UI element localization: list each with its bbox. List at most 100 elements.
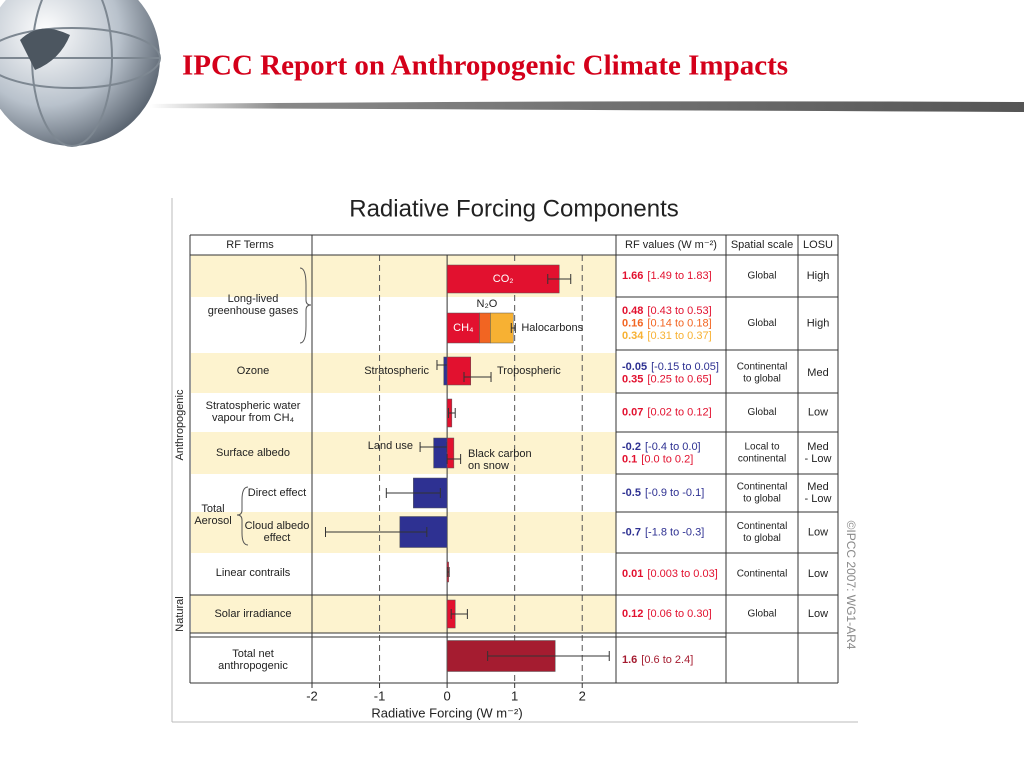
section-label: Natural bbox=[174, 596, 186, 631]
credit: ©IPCC 2007: WG1-AR4 bbox=[844, 521, 858, 650]
rf-value-range: [-0.15 to 0.05] bbox=[651, 361, 719, 373]
spatial-scale: to global bbox=[743, 533, 781, 544]
rf-value: 0.12 [0.06 to 0.30] bbox=[622, 608, 712, 620]
rf-value: -0.5 [-0.9 to -0.1] bbox=[622, 487, 704, 499]
losu: Low bbox=[808, 526, 828, 538]
error-bar bbox=[446, 454, 462, 464]
header: RF values (W m⁻²) bbox=[625, 239, 717, 251]
error-bar bbox=[487, 651, 610, 661]
bar-name: Land use bbox=[368, 440, 413, 452]
row-label: Solar irradiance bbox=[214, 608, 291, 620]
error-bar bbox=[463, 372, 492, 382]
spatial-scale: Global bbox=[748, 318, 777, 329]
rf-value: 0.07 [0.02 to 0.12] bbox=[622, 406, 712, 418]
bar-name: Stratospheric bbox=[364, 365, 429, 377]
rf-value: -0.05 [-0.15 to 0.05] bbox=[622, 361, 719, 373]
rf-value-number: -0.5 bbox=[622, 487, 641, 499]
spatial-scale: Continental bbox=[737, 482, 788, 493]
rf-value-number: 0.1 bbox=[622, 453, 637, 465]
bar bbox=[446, 437, 455, 469]
rf-value-number: 0.34 bbox=[622, 330, 644, 342]
error-bar bbox=[450, 609, 468, 619]
losu: Low bbox=[808, 406, 828, 418]
row-label: Ozone bbox=[237, 365, 269, 377]
bracket bbox=[236, 486, 249, 546]
row-label: Surface albedo bbox=[216, 447, 290, 459]
losu: Med bbox=[807, 441, 828, 453]
spatial-scale: Local to bbox=[744, 442, 779, 453]
rf-value: 0.35 [0.25 to 0.65] bbox=[622, 373, 712, 385]
bar bbox=[433, 437, 448, 469]
x-tick-label: 1 bbox=[511, 688, 518, 703]
row-label: Direct effect bbox=[248, 487, 307, 499]
row-label: Long-lived bbox=[228, 293, 279, 305]
chart-title: Radiative Forcing Components bbox=[349, 195, 679, 222]
group-label: Aerosol bbox=[194, 515, 231, 527]
bar bbox=[490, 312, 514, 344]
rf-value-range: [0.31 to 0.37] bbox=[647, 330, 711, 342]
row-label: Cloud albedo bbox=[245, 520, 310, 532]
spatial-scale: Global bbox=[748, 271, 777, 282]
rf-value: 0.01 [0.003 to 0.03] bbox=[622, 568, 718, 580]
spatial-scale: to global bbox=[743, 494, 781, 505]
bar bbox=[446, 264, 560, 294]
rf-value: -0.7 [-1.8 to -0.3] bbox=[622, 526, 704, 538]
losu: High bbox=[807, 270, 830, 282]
section-label: Anthropogenic bbox=[174, 389, 186, 460]
bar bbox=[443, 356, 448, 386]
x-tick-label: 2 bbox=[579, 688, 586, 703]
rf-value: 0.1 [0.0 to 0.2] bbox=[622, 453, 693, 465]
losu: High bbox=[807, 317, 830, 329]
rf-value-number: 0.16 bbox=[622, 317, 643, 329]
error-bar bbox=[447, 408, 456, 418]
bar-name: Halocarbons bbox=[521, 322, 583, 334]
bar-name: Black carbon bbox=[468, 448, 532, 460]
rf-value-number: 0.48 bbox=[622, 305, 643, 317]
rf-value-range: [0.0 to 0.2] bbox=[641, 453, 693, 465]
rf-value-range: [0.14 to 0.18] bbox=[647, 317, 711, 329]
error-bar bbox=[446, 567, 450, 577]
rf-value-range: [0.43 to 0.53] bbox=[647, 305, 711, 317]
rf-value-number: 0.01 bbox=[622, 568, 643, 580]
losu: Low bbox=[808, 568, 828, 580]
rf-value: 0.16 [0.14 to 0.18] bbox=[622, 317, 712, 329]
rf-value-number: -0.7 bbox=[622, 526, 641, 538]
error-bar bbox=[325, 527, 428, 537]
bar-name: CH₄ bbox=[453, 322, 474, 334]
header: RF Terms bbox=[226, 239, 274, 251]
rf-value-number: 0.12 bbox=[622, 608, 643, 620]
spatial-scale: Global bbox=[748, 407, 777, 418]
row-label: Linear contrails bbox=[216, 567, 291, 579]
x-tick-label: -2 bbox=[306, 688, 318, 703]
row-band bbox=[191, 353, 616, 393]
rf-value-number: -0.05 bbox=[622, 361, 647, 373]
rf-value-range: [1.49 to 1.83] bbox=[647, 270, 711, 282]
spatial-scale: Global bbox=[748, 609, 777, 620]
row-band bbox=[191, 432, 616, 474]
bar-name: CO₂ bbox=[493, 273, 514, 285]
rf-value: -0.2 [-0.4 to 0.0] bbox=[622, 441, 701, 453]
rf-value-range: [-0.4 to 0.0] bbox=[645, 441, 701, 453]
spatial-scale: continental bbox=[738, 454, 786, 465]
losu: Low bbox=[808, 608, 828, 620]
bar bbox=[479, 312, 491, 344]
bar-name: on snow bbox=[468, 460, 509, 472]
rf-value-range: [0.02 to 0.12] bbox=[647, 406, 711, 418]
spatial-scale: Continental bbox=[737, 521, 788, 532]
rf-value-number: 0.07 bbox=[622, 406, 643, 418]
x-axis-label: Radiative Forcing (W m⁻²) bbox=[371, 705, 522, 720]
row-label: effect bbox=[264, 532, 291, 544]
bar bbox=[446, 356, 472, 386]
error-bar bbox=[510, 323, 516, 333]
error-bar bbox=[385, 488, 441, 498]
rf-value-number: 1.6 bbox=[622, 654, 637, 666]
group-label: Total bbox=[201, 503, 224, 515]
losu: - Low bbox=[805, 453, 832, 465]
spatial-scale: to global bbox=[743, 374, 781, 385]
rf-value-range: [0.6 to 2.4] bbox=[641, 654, 693, 666]
x-tick-label: 0 bbox=[443, 688, 450, 703]
rf-value-range: [0.003 to 0.03] bbox=[647, 568, 717, 580]
slide-title: IPCC Report on Anthropogenic Climate Imp… bbox=[182, 50, 788, 82]
bracket bbox=[299, 267, 312, 344]
